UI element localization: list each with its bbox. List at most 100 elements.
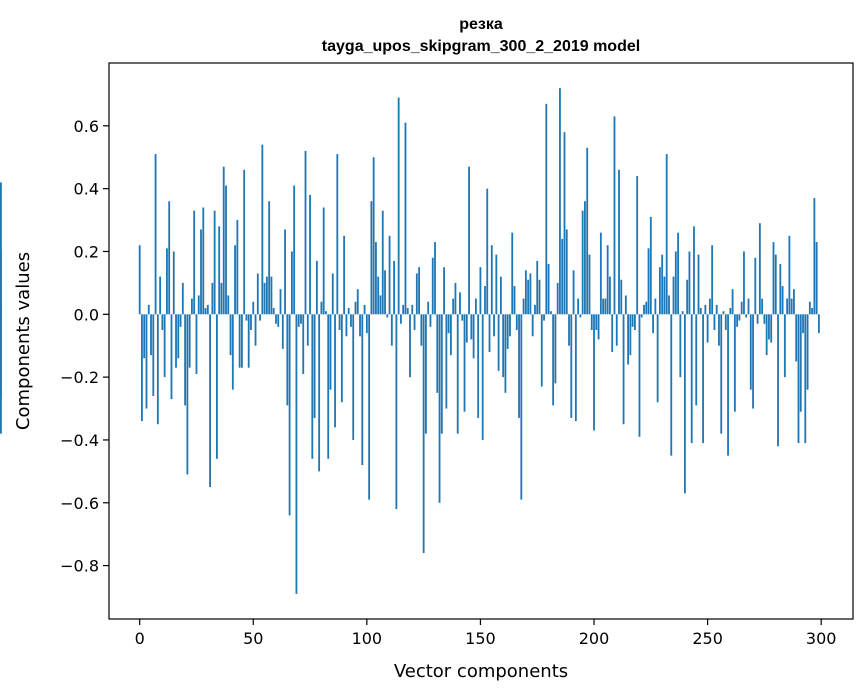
bar	[802, 314, 804, 334]
bar	[145, 314, 148, 409]
bar	[620, 279, 623, 315]
bar	[777, 314, 779, 447]
bar	[609, 276, 611, 315]
bar	[699, 308, 702, 315]
bar	[724, 314, 727, 331]
x-tick-label: 300	[806, 629, 837, 648]
bar	[586, 147, 589, 315]
bar	[543, 314, 545, 321]
bar	[231, 314, 234, 390]
bar	[649, 216, 652, 315]
bar	[293, 185, 296, 315]
bar	[783, 314, 786, 378]
bar	[197, 295, 200, 315]
bar	[622, 314, 625, 425]
bar	[277, 314, 280, 327]
bar	[397, 97, 400, 315]
bar	[447, 314, 450, 334]
bar	[154, 154, 157, 315]
bar	[347, 308, 350, 315]
bar	[509, 314, 511, 337]
bar	[506, 314, 509, 349]
bar	[549, 311, 552, 315]
bar	[470, 314, 473, 340]
bar	[513, 286, 516, 315]
bar	[184, 314, 187, 406]
chart-subtitle: tayga_upos_skipgram_300_2_2019 model	[322, 38, 640, 55]
bar	[0, 314, 2, 434]
bar	[781, 286, 784, 315]
bar	[375, 242, 377, 315]
bar	[440, 314, 443, 434]
bar	[459, 292, 461, 315]
bar	[329, 314, 332, 390]
bar	[295, 314, 298, 594]
bar	[393, 260, 396, 315]
bar	[520, 314, 523, 500]
bar	[731, 289, 734, 315]
bar	[152, 314, 155, 396]
bar	[286, 314, 289, 406]
bar	[170, 314, 173, 400]
y-axis-label: Components values	[13, 252, 34, 430]
bar	[590, 314, 593, 331]
bar	[652, 314, 654, 334]
bar	[313, 314, 316, 418]
bar	[597, 314, 600, 340]
y-tick-label: −0.2	[60, 368, 99, 387]
bar	[624, 295, 627, 315]
bar	[434, 242, 436, 315]
bar	[545, 103, 548, 315]
bar	[427, 301, 430, 315]
bar	[665, 154, 668, 315]
bar	[143, 314, 146, 359]
bar	[300, 314, 302, 324]
y-axis-ticks: −0.8 −0.6 −0.4 −0.2 0.0 0.2 0.4 0.6	[60, 117, 109, 576]
bar	[325, 311, 327, 315]
bar	[340, 314, 343, 403]
bar	[613, 116, 616, 315]
bar	[493, 314, 495, 337]
bar	[449, 314, 452, 356]
bar	[740, 301, 743, 315]
bar	[245, 314, 248, 321]
x-tick-label: 200	[579, 629, 610, 648]
bar	[202, 207, 205, 315]
bar	[663, 276, 666, 315]
bar	[502, 314, 505, 378]
bar	[379, 295, 382, 315]
bar	[420, 314, 423, 346]
bar	[474, 298, 477, 315]
bar	[743, 251, 745, 315]
bar	[302, 314, 305, 374]
bar	[436, 314, 439, 393]
bar	[656, 314, 659, 403]
bar	[147, 304, 150, 315]
bar	[790, 298, 793, 315]
bar	[581, 210, 584, 315]
bar	[227, 295, 230, 315]
y-tick-label: 0.6	[74, 117, 99, 136]
bar	[350, 314, 352, 327]
bar	[461, 314, 464, 321]
bar	[454, 282, 457, 315]
bar	[559, 88, 561, 315]
bar	[758, 223, 761, 315]
bar	[204, 308, 207, 315]
bar	[193, 210, 196, 315]
bar	[372, 157, 375, 315]
bar	[668, 295, 670, 315]
bar	[765, 314, 768, 356]
bar	[761, 298, 764, 315]
bar	[754, 257, 757, 315]
bar	[808, 301, 811, 315]
bar	[181, 282, 184, 315]
bar	[438, 314, 441, 503]
bar	[686, 279, 689, 315]
bar	[415, 273, 418, 315]
bar	[815, 242, 818, 315]
bar	[240, 314, 243, 368]
bar	[431, 257, 434, 315]
bar	[463, 314, 466, 412]
bar	[490, 245, 493, 315]
